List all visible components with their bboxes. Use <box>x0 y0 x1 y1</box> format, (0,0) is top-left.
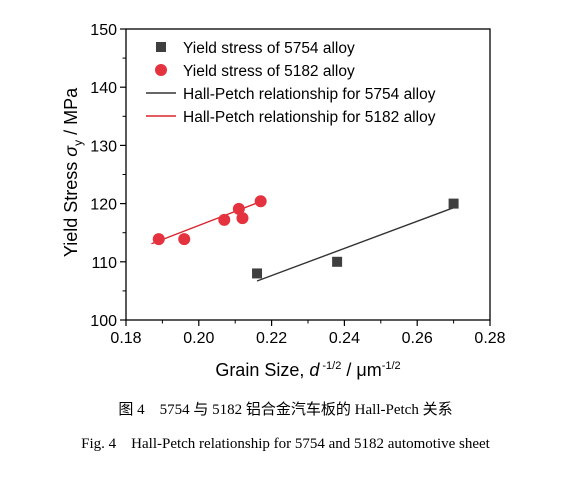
data-point-circle <box>152 233 165 246</box>
data-points <box>152 195 459 279</box>
y-axis-title-prefix: Yield Stress <box>61 157 81 257</box>
y-tick-label: 120 <box>90 197 117 214</box>
x-tick-label: 0.22 <box>256 330 287 347</box>
x-axis-title-unit: / μm <box>341 360 381 380</box>
fit-line-series-3 <box>151 199 265 245</box>
x-tick-label: 0.28 <box>474 330 505 347</box>
y-tick-label: 130 <box>90 138 117 155</box>
y-axis-title: Yield Stress σy / MPa <box>61 87 85 257</box>
x-axis-title-unit-exponent: -1/2 <box>382 360 401 372</box>
x-axis-title-variable: d <box>309 360 320 380</box>
y-tick-label: 150 <box>90 22 117 39</box>
x-tick-label: 0.20 <box>183 330 214 347</box>
data-point-circle <box>236 212 249 225</box>
legend-label: Hall-Petch relationship for 5754 alloy <box>183 86 436 103</box>
y-axis-title-variable-subscript: y <box>71 140 85 146</box>
data-point-circle <box>254 195 267 208</box>
x-axis-title-variable-exponent: -1/2 <box>322 360 341 372</box>
figure-caption-english: Fig. 4 Hall-Petch relationship for 5754 … <box>81 436 490 452</box>
data-point-circle <box>178 233 191 246</box>
legend-label: Yield stress of 5754 alloy <box>183 40 355 57</box>
y-tick-label: 140 <box>90 80 117 97</box>
figure-caption-chinese: 图 4 5754 与 5182 铝合金汽车板的 Hall-Petch 关系 <box>118 402 453 418</box>
legend-label: Hall-Petch relationship for 5182 alloy <box>183 109 436 126</box>
plot-frame <box>125 28 491 321</box>
x-tick-label: 0.24 <box>329 330 360 347</box>
y-tick-label: 100 <box>90 313 117 330</box>
x-axis-title-prefix: Grain Size, <box>215 360 309 380</box>
legend-swatch-square <box>156 42 166 52</box>
legend-swatch-circle <box>155 64 167 76</box>
fit-line-series-2 <box>256 207 454 282</box>
y-axis-title-variable: σ <box>61 145 81 157</box>
x-axis-title: Grain Size, d -1/2 / μm-1/2 <box>215 360 400 380</box>
data-point-circle <box>232 202 245 215</box>
chart: 0.18 0.20 0.22 0.24 0.26 0.28 100 110 120 130 140 1… <box>61 22 506 380</box>
x-tick-label: 0.18 <box>110 330 141 347</box>
data-point-square <box>252 268 263 279</box>
data-point-circle <box>218 213 231 226</box>
data-point-square <box>332 256 343 267</box>
x-tick-label: 0.26 <box>402 330 433 347</box>
legend: Yield stress of 5754 alloy Yield stress o… <box>146 40 436 126</box>
y-tick-label: 110 <box>91 255 117 272</box>
fit-lines <box>151 199 454 282</box>
axis-ticks: 0.18 0.20 0.22 0.24 0.26 0.28 100 110 120 130 140 1… <box>90 22 505 347</box>
y-axis-title-unit: / MPa <box>61 87 81 140</box>
data-point-square <box>448 198 459 209</box>
legend-label: Yield stress of 5182 alloy <box>183 63 355 80</box>
